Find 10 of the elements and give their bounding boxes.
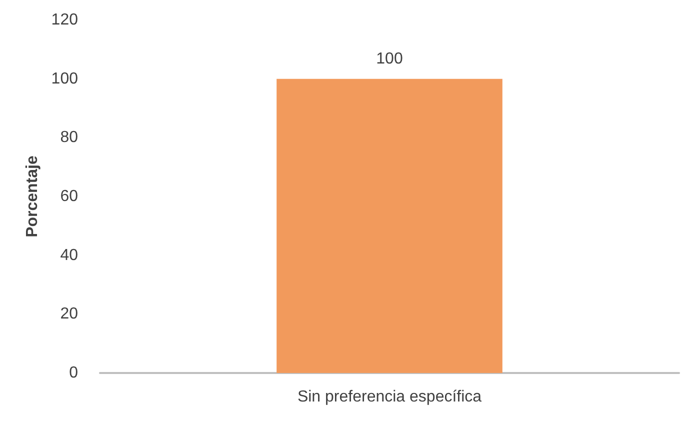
data-label: 100 bbox=[376, 50, 403, 68]
y-tick-label: 60 bbox=[60, 188, 78, 205]
y-tick-label: 100 bbox=[51, 70, 78, 88]
y-tick-label: 40 bbox=[60, 246, 78, 264]
y-tick-label: 120 bbox=[51, 12, 78, 28]
y-tick-label: 0 bbox=[69, 364, 78, 382]
y-tick-label: 20 bbox=[60, 306, 78, 323]
y-axis-title: Porcentaje bbox=[24, 155, 41, 238]
x-tick-label: Sin preferencia específica bbox=[297, 388, 482, 406]
y-tick-label: 80 bbox=[60, 129, 78, 146]
